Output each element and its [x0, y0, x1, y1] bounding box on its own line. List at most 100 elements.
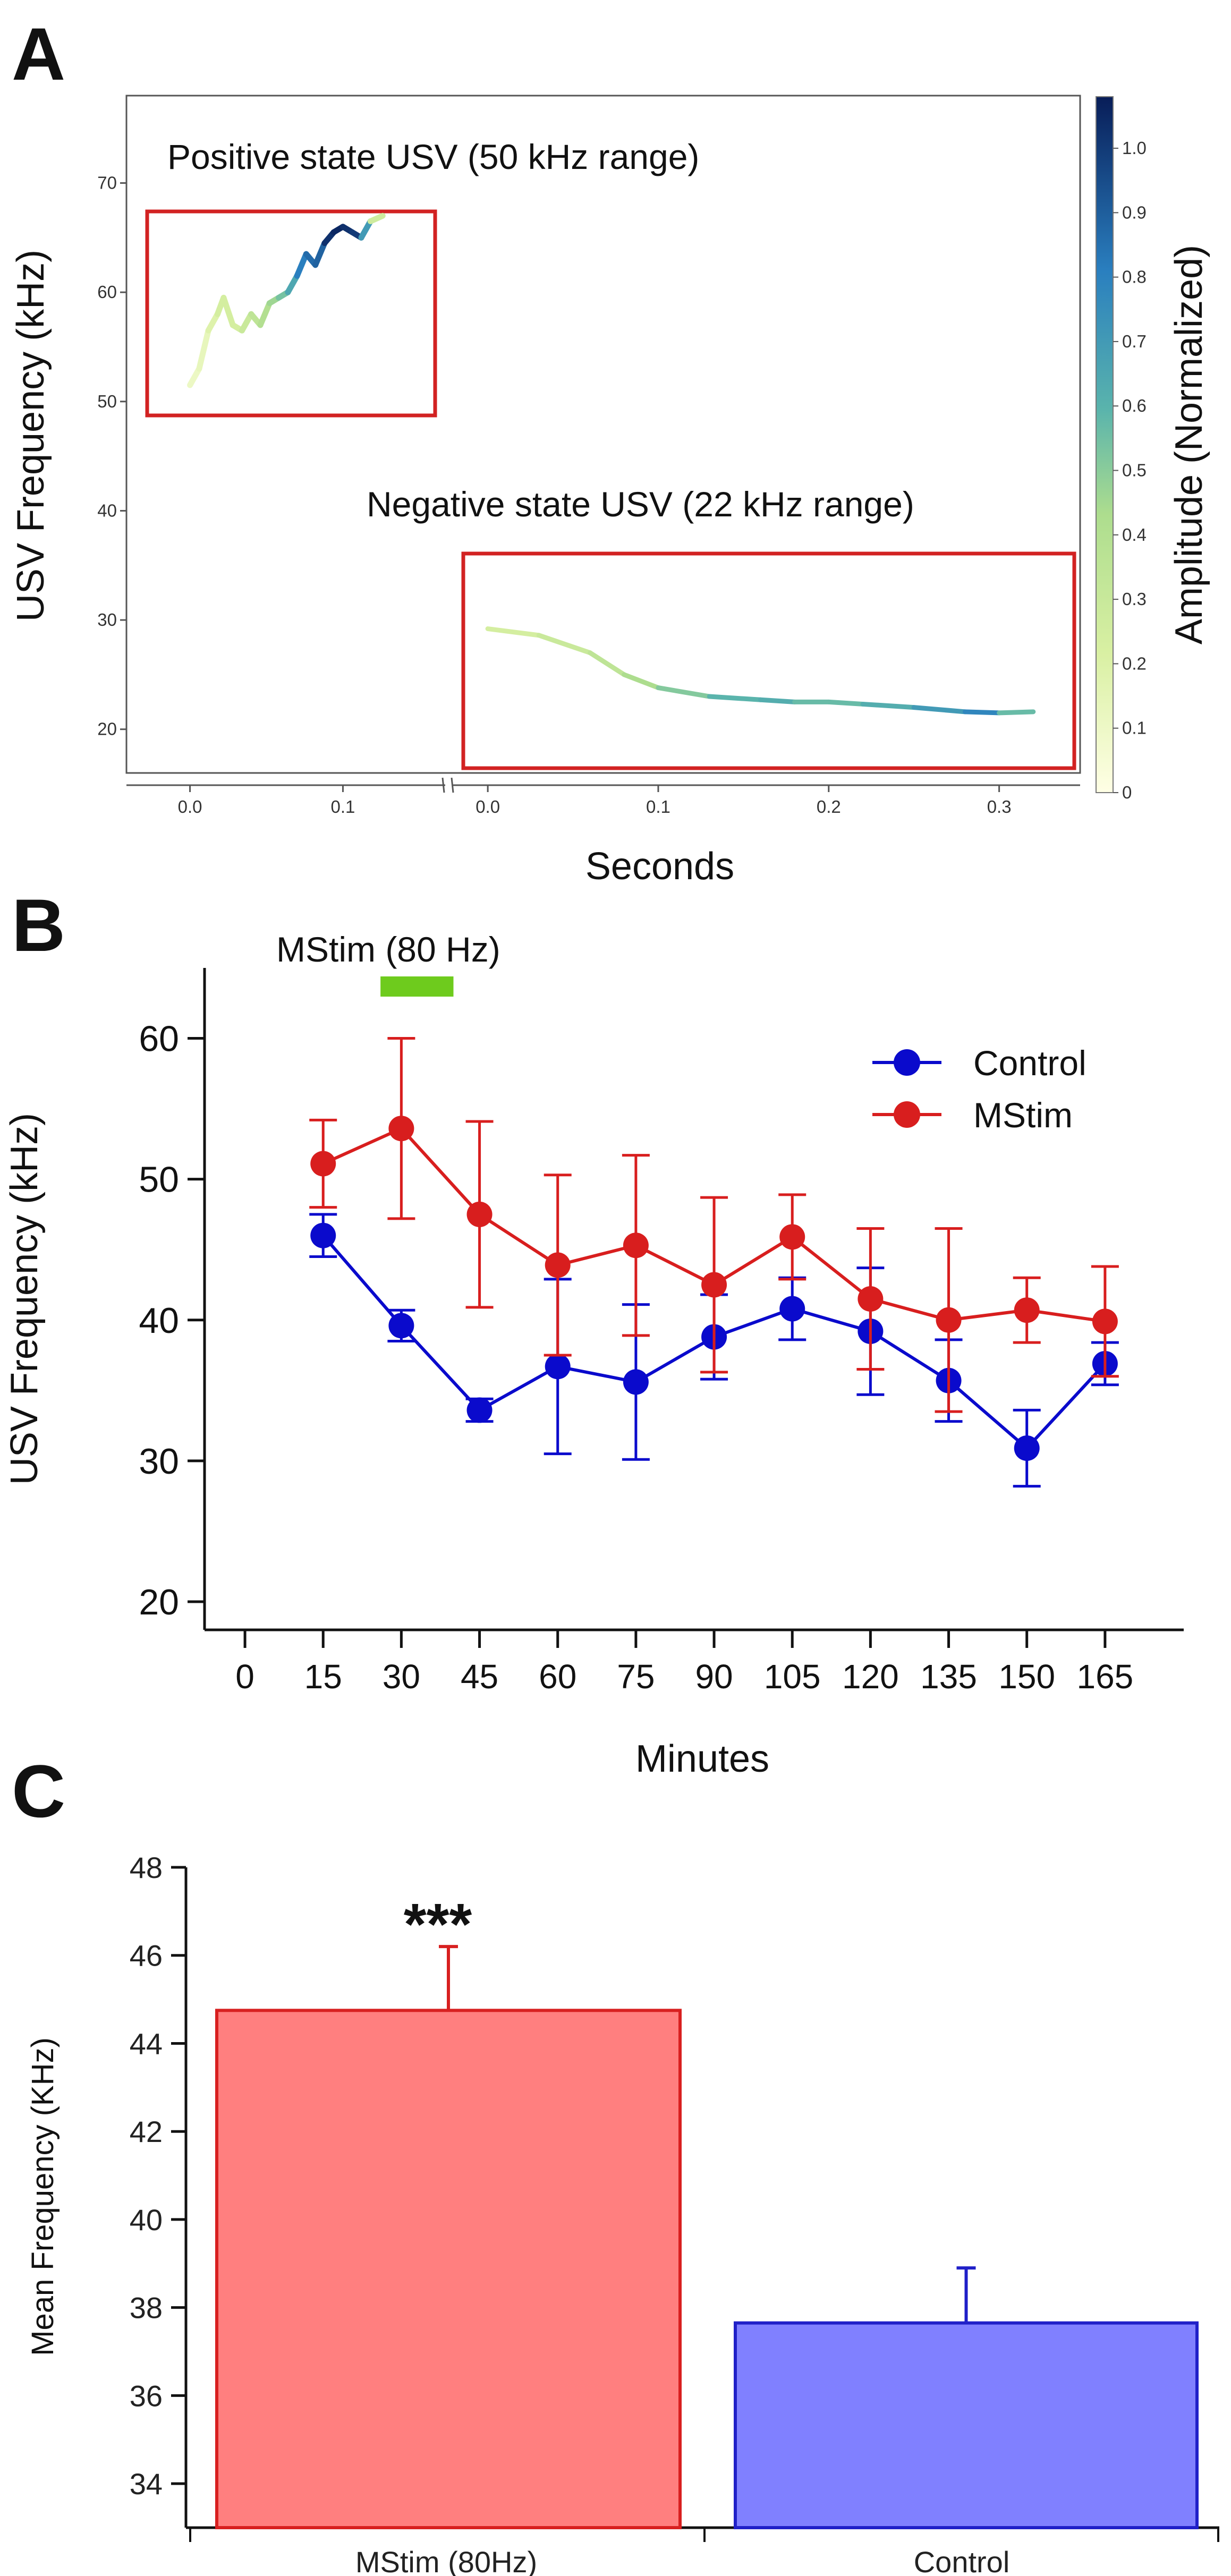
- trace-negative-segment-1: [536, 633, 593, 656]
- colorbar-tick-label-0: 0: [1122, 783, 1132, 802]
- colorbar-tick-label-3: 0.3: [1122, 589, 1147, 609]
- positive-usv-annotation: Positive state USV (50 kHz range): [167, 137, 699, 176]
- bar-control: [734, 2321, 1199, 2529]
- colorbar-tick-label-2: 0.2: [1122, 653, 1147, 673]
- panel-b-series: [309, 1037, 1119, 1488]
- legend-mstim-marker: [894, 1101, 920, 1128]
- panel-a-ytick-label-3: 50: [97, 392, 117, 411]
- panel-b-xtick-label-0: 0: [235, 1657, 254, 1696]
- panel-c-ytick-label-1: 36: [130, 2379, 163, 2412]
- panel-b-ytick-label-3: 50: [139, 1160, 179, 1200]
- panel-a-xtick-label-1-1: 0.1: [646, 797, 670, 817]
- panel-a-ytick-label-4: 60: [97, 282, 117, 302]
- colorbar-label: Amplitude (Normalized): [1168, 245, 1210, 644]
- panel-a-xlabel: Seconds: [585, 845, 734, 888]
- panel-b-xtick-label-11: 165: [1076, 1657, 1133, 1696]
- spectrogram-traces: [187, 212, 1036, 716]
- point-mstim-7: [858, 1286, 884, 1312]
- panel-a-yticks: 20 30 40 50 60 70: [97, 173, 126, 739]
- panel-c-ytick-label-0: 34: [130, 2467, 163, 2501]
- point-mstim-1: [388, 1116, 414, 1142]
- panel-b-xtick-label-6: 90: [695, 1657, 733, 1696]
- panel-b-ylabel: USV Frequency (kHz): [3, 1113, 46, 1485]
- trace-negative-segment-12: [997, 709, 1036, 716]
- point-control-2: [466, 1397, 493, 1423]
- panel-b-xlabel: Minutes: [635, 1738, 769, 1780]
- point-mstim-8: [936, 1307, 962, 1333]
- panel-b-xtick-label-10: 150: [998, 1657, 1055, 1696]
- legend-mstim-label: MStim: [973, 1095, 1073, 1135]
- panel-b-xtick-label-3: 45: [461, 1657, 498, 1696]
- panel-b-xtick-label-5: 75: [617, 1657, 655, 1696]
- panel-a-ytick-label-0: 20: [97, 719, 117, 739]
- panel-c-ytick-label-4: 42: [130, 2115, 163, 2148]
- colorbar-ticks: 0 0.1 0.2 0.3 0.4 0.5 0.6 0.7 0.8 0.9 1.0: [1113, 138, 1147, 802]
- point-mstim-10: [1092, 1308, 1118, 1334]
- stim-bar: [380, 976, 454, 997]
- panel-a-ytick-label-5: 70: [97, 173, 117, 193]
- point-control-3: [545, 1354, 571, 1380]
- series-mstim: [309, 1037, 1119, 1413]
- panel-a-xtick-label-1-2: 0.2: [817, 797, 841, 817]
- colorbar-tick-label-6: 0.6: [1122, 396, 1147, 415]
- trace-negative-segment-0: [485, 626, 541, 638]
- panel-b-xtick-label-7: 105: [764, 1657, 821, 1696]
- panel-c-bars: [215, 1945, 1199, 2529]
- point-control-4: [623, 1369, 649, 1395]
- point-mstim-0: [310, 1151, 336, 1177]
- point-control-1: [388, 1313, 414, 1339]
- panel-c-ylabel: Mean Frequency (KHz): [26, 2037, 60, 2356]
- panel-a: A USV Frequency (kHz) Seconds 20 30 40 50 60…: [10, 12, 1210, 888]
- positive-usv-box: [145, 209, 437, 418]
- category-label-mstim: MStim (80Hz): [355, 2545, 537, 2576]
- trace-negative-segment-9: [860, 701, 916, 710]
- panel-b-letter: B: [12, 883, 65, 967]
- point-mstim-3: [545, 1252, 571, 1278]
- panel-c-yticks: 34 36 38 40 42 44 46 48: [130, 1851, 186, 2501]
- panel-b-xtick-label-4: 60: [539, 1657, 576, 1696]
- panel-a-letter: A: [12, 12, 65, 96]
- colorbar-tick-label-8: 0.8: [1122, 267, 1147, 287]
- panel-b-xticks: 0 15 30 45 60 75 90 105 120 135 150 165: [235, 1630, 1133, 1696]
- point-mstim-2: [466, 1201, 493, 1227]
- panel-a-xaxis: 0.0 0.1 0.0 0.1 0.2 0.3: [126, 777, 1080, 817]
- panel-b-legend: Control MStim: [872, 1043, 1086, 1135]
- panel-b-xtick-label-2: 30: [383, 1657, 420, 1696]
- axis-break-mark-1: [442, 777, 445, 793]
- panel-a-ytick-label-1: 30: [97, 610, 117, 630]
- panel-c-letter: C: [12, 1749, 65, 1833]
- trace-positive-segment-20: [367, 212, 386, 224]
- panel-a-xtick-label-0-0: 0.0: [178, 797, 202, 817]
- panel-a-ytick-label-2: 40: [97, 500, 117, 520]
- panel-b-xtick-label-8: 120: [842, 1657, 899, 1696]
- trace-negative-segment-11: [962, 709, 1002, 716]
- colorbar-tick-label-1: 0.1: [1122, 718, 1147, 738]
- colorbar-tick-label-5: 0.5: [1122, 461, 1147, 480]
- category-label-control: Control: [914, 2545, 1010, 2576]
- point-mstim-6: [779, 1224, 805, 1250]
- panel-b-xtick-label-1: 15: [304, 1657, 342, 1696]
- trace-negative-segment-6: [758, 697, 797, 704]
- trace-positive-segment-6: [239, 311, 254, 334]
- point-mstim-9: [1014, 1297, 1040, 1323]
- colorbar-tick-label-4: 0.4: [1122, 525, 1147, 545]
- point-mstim-5: [701, 1272, 727, 1298]
- trace-positive-segment-11: [285, 273, 300, 295]
- trace-negative-segment-2: [588, 650, 627, 677]
- trace-positive-segment-4: [220, 294, 236, 328]
- colorbar-tick-label-10: 1.0: [1122, 138, 1147, 158]
- colorbar-tick-label-7: 0.7: [1122, 331, 1147, 351]
- stim-label: MStim (80 Hz): [276, 930, 500, 969]
- trace-negative-segment-10: [911, 705, 967, 715]
- legend-control-marker: [894, 1049, 920, 1076]
- trace-positive-segment-14: [312, 240, 328, 268]
- significance-stars: ***: [404, 1892, 472, 1957]
- trace-negative-segment-4: [656, 685, 712, 699]
- trace-positive-segment-0: [187, 365, 202, 388]
- panel-c-ytick-label-2: 38: [130, 2291, 163, 2325]
- panel-b: B 20 30 40 50 60 0 15 30 45 60 75 90 105 120 135 150 16…: [3, 883, 1184, 1780]
- trace-positive-segment-2: [205, 311, 220, 334]
- trace-positive-segment-12: [294, 251, 309, 279]
- negative-usv-annotation: Negative state USV (22 kHz range): [367, 484, 914, 524]
